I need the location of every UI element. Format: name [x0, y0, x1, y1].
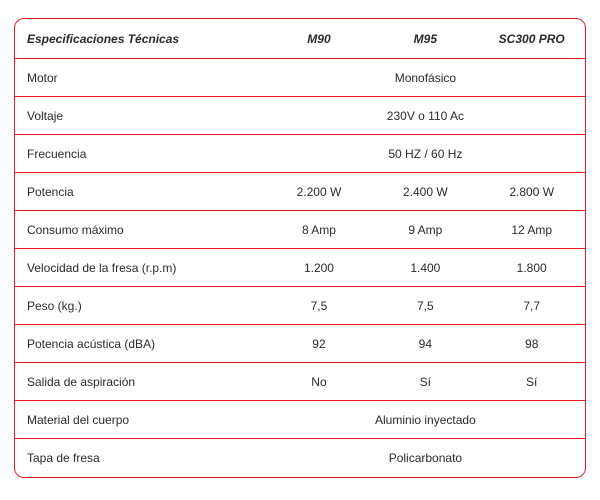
table-row: Tapa de fresaPolicarbonato	[15, 439, 585, 477]
row-value-merged: Aluminio inyectado	[266, 403, 585, 437]
row-value-col1: 7,5	[266, 289, 372, 323]
table-row: Frecuencia50 HZ / 60 Hz	[15, 135, 585, 173]
row-label: Material del cuerpo	[15, 403, 266, 437]
spec-table-container: Especificaciones Técnicas M90 M95 SC300 …	[0, 0, 600, 500]
row-label: Consumo máximo	[15, 213, 266, 247]
table-row: Salida de aspiraciónNoSíSí	[15, 363, 585, 401]
table-row: Velocidad de la fresa (r.p.m)1.2001.4001…	[15, 249, 585, 287]
row-value-col1: 1.200	[266, 251, 372, 285]
row-value-col3: 1.800	[479, 251, 585, 285]
row-label: Salida de aspiración	[15, 365, 266, 399]
row-value-merged: Policarbonato	[266, 441, 585, 475]
row-value-col1: 8 Amp	[266, 213, 372, 247]
row-label: Motor	[15, 61, 266, 95]
row-value-col1: 92	[266, 327, 372, 361]
header-col-sc300: SC300 PRO	[479, 22, 585, 56]
row-value-col2: 7,5	[372, 289, 478, 323]
row-value-col2: 2.400 W	[372, 175, 478, 209]
header-col-m95: M95	[372, 22, 478, 56]
row-value-col2: 9 Amp	[372, 213, 478, 247]
row-value-col1: No	[266, 365, 372, 399]
row-label: Velocidad de la fresa (r.p.m)	[15, 251, 266, 285]
table-row: Potencia acústica (dBA)929498	[15, 325, 585, 363]
row-label: Potencia	[15, 175, 266, 209]
header-col-m90: M90	[266, 22, 372, 56]
table-row: Potencia2.200 W2.400 W2.800 W	[15, 173, 585, 211]
table-row: Peso (kg.)7,57,57,7	[15, 287, 585, 325]
row-value-col3: Sí	[479, 365, 585, 399]
row-value-col3: 7,7	[479, 289, 585, 323]
table-row: Consumo máximo8 Amp9 Amp12 Amp	[15, 211, 585, 249]
table-row: MotorMonofásico	[15, 59, 585, 97]
table-header-row: Especificaciones Técnicas M90 M95 SC300 …	[15, 19, 585, 59]
row-value-col3: 12 Amp	[479, 213, 585, 247]
row-label: Voltaje	[15, 99, 266, 133]
row-value-col2: 94	[372, 327, 478, 361]
row-label: Frecuencia	[15, 137, 266, 171]
header-label: Especificaciones Técnicas	[15, 22, 266, 56]
row-label: Potencia acústica (dBA)	[15, 327, 266, 361]
row-value-merged: Monofásico	[266, 61, 585, 95]
row-value-col2: Sí	[372, 365, 478, 399]
row-value-merged: 50 HZ / 60 Hz	[266, 137, 585, 171]
table-row: Voltaje230V o 110 Ac	[15, 97, 585, 135]
row-value-col3: 98	[479, 327, 585, 361]
row-label: Peso (kg.)	[15, 289, 266, 323]
row-label: Tapa de fresa	[15, 441, 266, 475]
row-value-col3: 2.800 W	[479, 175, 585, 209]
row-value-col2: 1.400	[372, 251, 478, 285]
spec-table: Especificaciones Técnicas M90 M95 SC300 …	[14, 18, 586, 478]
row-value-col1: 2.200 W	[266, 175, 372, 209]
table-row: Material del cuerpoAluminio inyectado	[15, 401, 585, 439]
row-value-merged: 230V o 110 Ac	[266, 99, 585, 133]
